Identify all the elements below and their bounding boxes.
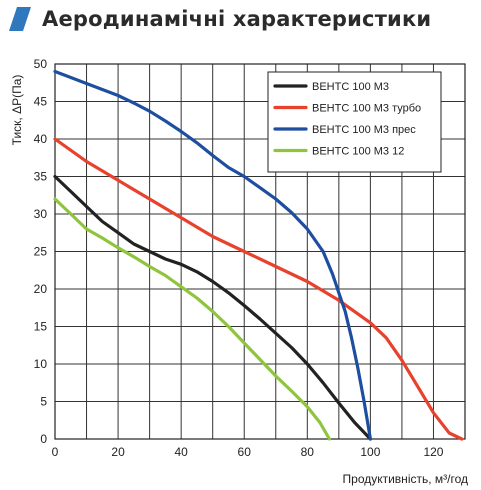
- page-title: Аеродинамічні характеристики: [42, 7, 432, 31]
- x-tick-label: 40: [174, 445, 188, 459]
- x-axis-label: Продуктивність, м³/год: [343, 472, 468, 486]
- y-tick-label: 25: [34, 245, 48, 259]
- y-tick-label: 15: [34, 320, 48, 334]
- legend-label-4: ВЕНТС 100 М3 12: [312, 146, 404, 158]
- series-line-3: [53, 69, 372, 441]
- page-header: Аеродинамічні характеристики: [6, 3, 431, 35]
- series-line-1: [53, 174, 372, 441]
- y-tick-label: 35: [34, 170, 48, 184]
- x-tick-label: 0: [52, 445, 59, 459]
- x-tick-label: 60: [238, 445, 252, 459]
- chart-series: [53, 69, 464, 441]
- series-line-4: [53, 197, 331, 441]
- blue-parallelogram-icon: [9, 7, 31, 31]
- chart-legend: ВЕНТС 100 М3 ВЕНТС 100 М3 турбо ВЕНТС 100 …: [267, 71, 442, 173]
- y-tick-label: 10: [34, 357, 48, 371]
- legend-label-1: ВЕНТС 100 М3: [312, 81, 389, 93]
- x-tick-label: 100: [360, 445, 380, 459]
- y-tick-label: 50: [34, 57, 48, 71]
- legend-label-2: ВЕНТС 100 М3 турбо: [312, 103, 421, 115]
- series-line-2: [53, 137, 464, 441]
- legend-box: [267, 71, 442, 173]
- x-tick-label: 20: [111, 445, 125, 459]
- y-tick-label: 20: [34, 282, 48, 296]
- x-tick-label: 80: [301, 445, 315, 459]
- x-tick-label: 120: [423, 445, 443, 459]
- y-axis-ticks: 0 5 10 15 20 25 30 35 40 45 50: [34, 57, 48, 446]
- y-tick-label: 5: [40, 395, 47, 409]
- y-tick-label: 30: [34, 207, 48, 221]
- x-axis-ticks: 0 20 40 60 80 100 120: [52, 445, 444, 459]
- y-axis-label: Тиск, ΔР(Па): [10, 75, 24, 146]
- y-tick-label: 40: [34, 132, 48, 146]
- plot-frame: [54, 63, 466, 440]
- legend-label-3: ВЕНТС 100 М3 прес: [312, 124, 416, 136]
- y-tick-label: 0: [40, 432, 47, 446]
- y-tick-label: 45: [34, 95, 48, 109]
